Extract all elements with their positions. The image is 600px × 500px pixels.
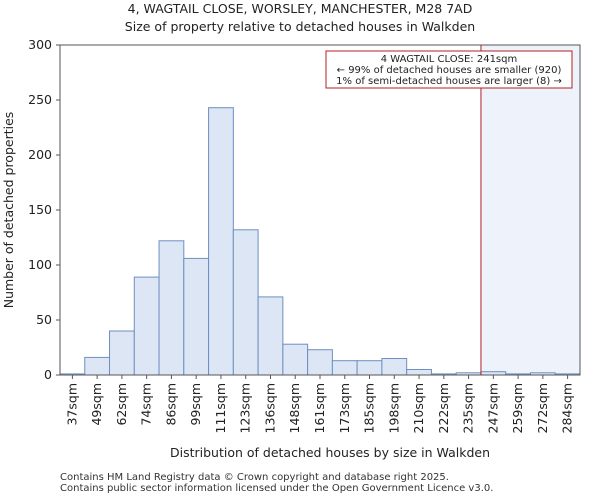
x-tick-label: 111sqm [213,383,228,433]
bar-148sqm [282,343,309,376]
x-tick-label: 272sqm [535,383,550,433]
annotation-line-2: ← 99% of detached houses are smaller (92… [337,65,562,76]
x-tick-label: 210sqm [411,383,426,433]
annotation-line-3: 1% of semi-detached houses are larger (8… [336,76,562,87]
x-tick-label: 185sqm [362,383,377,433]
x-tick-label: 198sqm [386,383,401,433]
x-tick-label: 37sqm [64,383,79,426]
x-tick-label: 173sqm [337,383,352,433]
y-tick-label: 300 [28,37,52,52]
x-tick-label: 161sqm [312,383,327,433]
x-tick-label: 86sqm [163,383,178,426]
x-tick-label: 99sqm [188,383,203,426]
x-tick-label: 247sqm [485,383,500,433]
x-tick-label: 148sqm [287,383,302,433]
x-tick-label: 62sqm [114,383,129,426]
chart-subtitle: Size of property relative to detached ho… [124,19,476,34]
histogram-chart: 0 50 100 150 200 250 300 37sqm 49sqm 62sqm 74sqm 86… [1,37,581,460]
bar-136sqm [257,296,284,376]
y-tick-label: 250 [28,92,52,107]
x-tick-label: 259sqm [510,383,525,433]
y-tick-label: 150 [28,202,52,217]
x-tick-label: 284sqm [560,383,575,433]
footer-licence: Contains public sector information licen… [60,483,494,494]
footer-copyright: Contains HM Land Registry data © Crown c… [60,472,449,483]
bar-99sqm [183,257,210,376]
bar-173sqm [331,360,358,376]
bar-123sqm [232,229,259,376]
y-tick-label: 0 [44,367,52,382]
y-tick-label: 200 [28,147,52,162]
bar-62sqm [109,330,135,376]
bar-74sqm [133,276,160,376]
x-tick-label: 49sqm [89,383,104,426]
bar-198sqm [381,358,408,376]
y-tick-label: 50 [36,312,52,327]
y-axis-label: Number of detached properties [1,112,16,309]
bar-161sqm [307,349,333,376]
x-tick-label: 235sqm [461,383,476,433]
chart-title: 4, WAGTAIL CLOSE, WORSLEY, MANCHESTER, M… [127,1,473,16]
x-tick-label: 123sqm [238,383,253,433]
x-tick-label: 136sqm [262,383,277,433]
x-tick-label: 74sqm [139,383,154,426]
bar-185sqm [356,360,383,376]
x-axis-label: Distribution of detached houses by size … [170,445,490,460]
y-tick-label: 100 [28,257,52,272]
bar-210sqm [406,369,432,376]
bar-49sqm [84,356,111,376]
annotation-box [325,50,573,89]
bar-111sqm [208,107,234,376]
x-tick-label: 222sqm [436,383,451,433]
bar-86sqm [158,240,185,376]
highlight-region [480,45,580,375]
annotation-line-1: 4 WAGTAIL CLOSE: 241sqm [381,54,517,65]
